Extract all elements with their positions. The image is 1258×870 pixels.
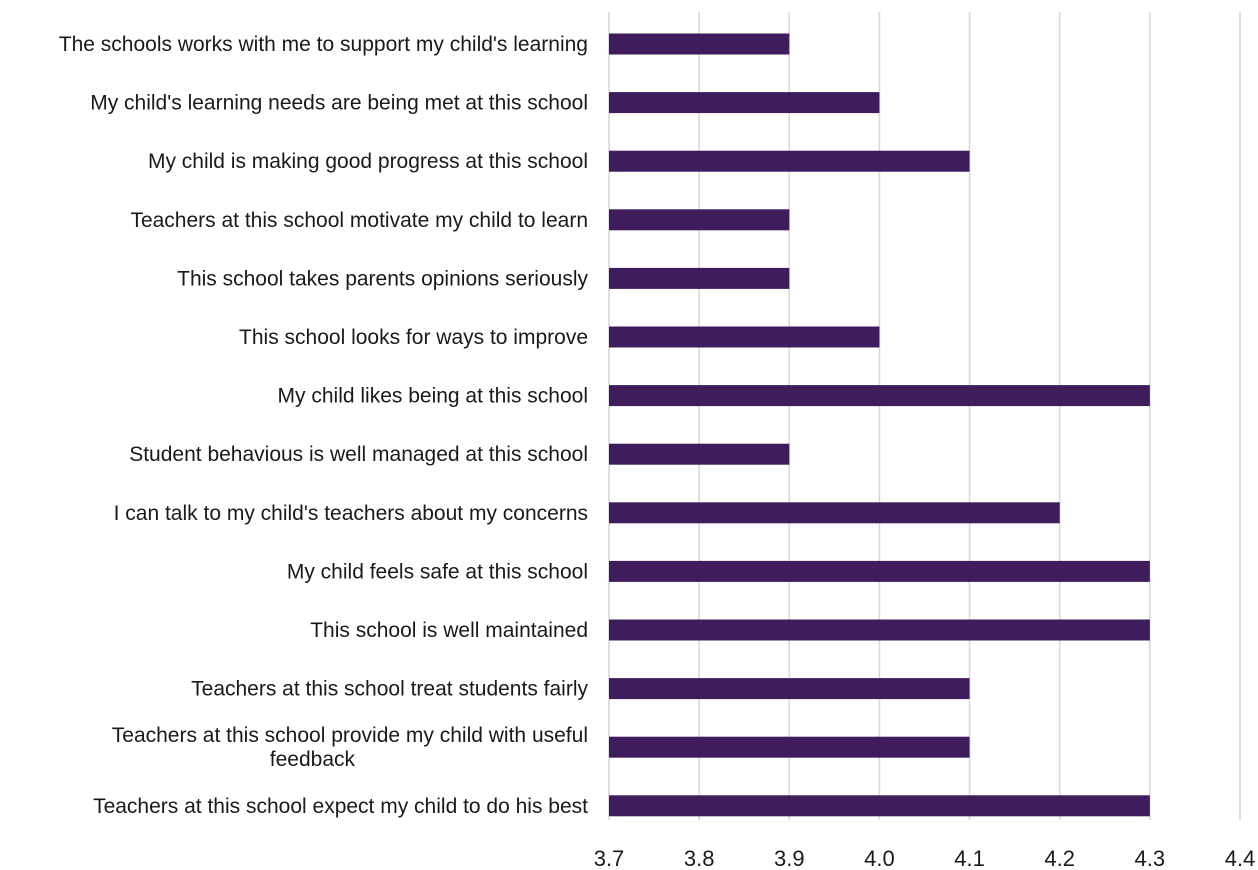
bar (609, 92, 880, 114)
category-label: Teachers at this school provide my child… (112, 724, 588, 771)
x-tick-label: 4.2 (1044, 846, 1075, 870)
bar (609, 267, 790, 289)
x-tick-label: 4.4 (1225, 846, 1256, 870)
x-tick-label: 3.9 (774, 846, 805, 870)
bar (609, 385, 1150, 407)
category-label-line: feedback (270, 748, 356, 771)
category-label: My child's learning needs are being met … (90, 92, 588, 115)
category-label: Teachers at this school treat students f… (191, 678, 588, 701)
x-tick-label: 4.3 (1135, 846, 1166, 870)
category-label-line: Teachers at this school provide my child… (112, 724, 588, 747)
category-label: I can talk to my child's teachers about … (114, 502, 588, 525)
bar (609, 795, 1150, 817)
bars (609, 33, 1150, 817)
x-tick-label: 4.0 (864, 846, 895, 870)
category-label: Teachers at this school motivate my chil… (130, 209, 588, 232)
x-axis-tick-labels: 3.7 3.8 3.9 4.0 4.1 4.2 4.3 4.4 (594, 846, 1256, 870)
gridlines (608, 12, 1241, 820)
bar (609, 502, 1060, 524)
bar (609, 326, 880, 348)
category-label: Student behavious is well managed at thi… (129, 443, 588, 466)
category-label: My child is making good progress at this… (148, 150, 588, 173)
bar (609, 619, 1150, 641)
bar (609, 736, 970, 758)
bar (609, 150, 970, 172)
x-tick-label: 3.8 (684, 846, 715, 870)
category-label: Teachers at this school expect my child … (93, 795, 588, 818)
bar (609, 560, 1150, 582)
bar (609, 678, 970, 700)
category-label: My child likes being at this school (278, 385, 588, 408)
x-tick-label: 4.1 (954, 846, 985, 870)
bar (609, 209, 790, 231)
category-labels: The schools works with me to support my … (59, 33, 589, 818)
category-label: This school takes parents opinions serio… (177, 267, 588, 290)
category-label: My child feels safe at this school (287, 560, 588, 583)
category-label: This school is well maintained (310, 619, 588, 642)
bar (609, 443, 790, 465)
x-tick-label: 3.7 (594, 846, 625, 870)
category-label: The schools works with me to support my … (59, 33, 588, 56)
bar (609, 33, 790, 55)
category-label: This school looks for ways to improve (239, 326, 588, 349)
